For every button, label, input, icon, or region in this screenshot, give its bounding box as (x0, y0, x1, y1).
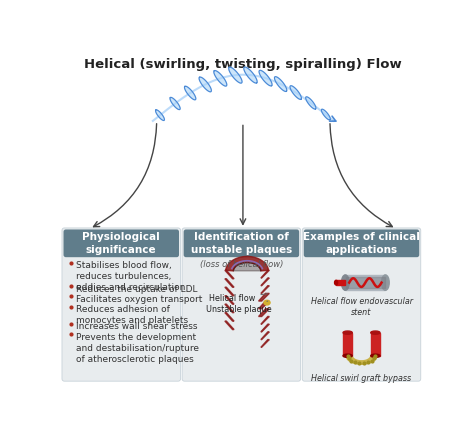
Text: Examples of clinical
applications: Examples of clinical applications (303, 232, 420, 255)
Text: Stabilises blood flow,
reduces turbulences,
eddies and recirculation: Stabilises blood flow, reduces turbulenc… (76, 261, 185, 292)
FancyBboxPatch shape (62, 228, 181, 381)
Ellipse shape (264, 300, 270, 305)
Ellipse shape (343, 354, 352, 357)
Bar (343, 333, 352, 356)
Text: Prevents the development
and destabilisation/rupture
of atherosclerotic plaques: Prevents the development and destabilisa… (76, 333, 199, 364)
Polygon shape (225, 287, 234, 296)
Text: Reduces the uptake of LDL: Reduces the uptake of LDL (76, 285, 197, 294)
Polygon shape (199, 77, 211, 92)
Bar (371, 333, 380, 356)
Text: Identification of
unstable plaques: Identification of unstable plaques (191, 232, 292, 255)
Polygon shape (229, 67, 242, 83)
Polygon shape (274, 77, 287, 92)
Text: Reduces adhesion of
monocytes and platelets: Reduces adhesion of monocytes and platel… (76, 305, 188, 326)
Bar (336, 280, 346, 285)
Text: Helical (swirling, twisting, spiralling) Flow: Helical (swirling, twisting, spiralling)… (84, 58, 402, 71)
Ellipse shape (371, 354, 380, 357)
Bar (346, 277, 384, 288)
FancyBboxPatch shape (302, 228, 421, 381)
Polygon shape (233, 263, 261, 271)
Polygon shape (155, 110, 164, 120)
Polygon shape (170, 98, 180, 110)
Polygon shape (261, 340, 269, 347)
Polygon shape (225, 313, 234, 321)
Text: Physiological
significance: Physiological significance (82, 232, 160, 255)
Polygon shape (226, 256, 269, 271)
Polygon shape (261, 286, 269, 293)
Ellipse shape (371, 331, 380, 334)
FancyBboxPatch shape (182, 228, 301, 381)
Ellipse shape (341, 275, 349, 290)
Ellipse shape (343, 331, 352, 334)
Text: (loss of helical flow): (loss of helical flow) (200, 259, 283, 268)
Polygon shape (258, 309, 269, 316)
Text: Increases wall shear stress: Increases wall shear stress (76, 322, 197, 331)
Polygon shape (225, 296, 234, 304)
Ellipse shape (382, 275, 389, 290)
Polygon shape (290, 86, 301, 99)
Polygon shape (258, 301, 269, 309)
Text: Helical flow endovascular
stent: Helical flow endovascular stent (310, 297, 412, 316)
Polygon shape (261, 332, 269, 340)
Ellipse shape (335, 280, 337, 285)
Polygon shape (258, 293, 269, 301)
Polygon shape (306, 97, 316, 109)
Polygon shape (225, 304, 234, 313)
Polygon shape (261, 324, 269, 332)
Polygon shape (225, 270, 234, 279)
Polygon shape (261, 316, 269, 324)
Text: Unstable plaque: Unstable plaque (206, 301, 272, 314)
Bar (346, 275, 385, 290)
Text: Helical flow: Helical flow (209, 294, 267, 303)
Text: Facilitates oxygen transport: Facilitates oxygen transport (76, 295, 202, 304)
FancyBboxPatch shape (183, 230, 299, 257)
Polygon shape (259, 71, 272, 86)
Polygon shape (346, 356, 377, 364)
Polygon shape (184, 86, 196, 100)
FancyBboxPatch shape (304, 230, 419, 257)
Text: Helical swirl graft bypass: Helical swirl graft bypass (311, 374, 411, 383)
Polygon shape (261, 278, 269, 286)
Polygon shape (261, 270, 269, 278)
Polygon shape (321, 109, 330, 120)
Polygon shape (244, 67, 257, 83)
Polygon shape (225, 321, 234, 329)
FancyBboxPatch shape (64, 230, 179, 257)
Polygon shape (214, 71, 227, 86)
Polygon shape (225, 279, 234, 287)
